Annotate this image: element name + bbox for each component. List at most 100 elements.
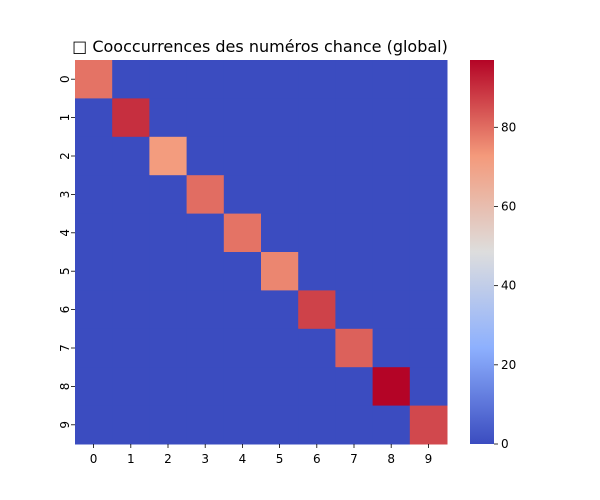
heatmap-cell — [261, 328, 299, 368]
heatmap-cell — [298, 252, 336, 291]
x-tick-label: 6 — [313, 452, 321, 466]
heatmap-cell — [112, 213, 150, 253]
heatmap-cell — [372, 405, 411, 445]
heatmap-cell — [261, 175, 299, 215]
y-tick-label: 3 — [58, 191, 72, 199]
heatmap-cell — [223, 328, 262, 368]
heatmap-cell — [261, 213, 299, 253]
heatmap-cell — [75, 290, 113, 330]
colorbar-ticks: 0 20 40 60 80 — [494, 120, 516, 451]
heatmap-cell — [186, 252, 225, 291]
heatmap-cell — [298, 405, 336, 445]
heatmap-cell — [335, 328, 374, 368]
heatmap-cell — [75, 328, 113, 368]
heatmap-cell — [149, 328, 188, 368]
heatmap-cell — [149, 213, 188, 253]
heatmap-cell — [186, 175, 225, 215]
heatmap-cell — [112, 252, 150, 291]
heatmap-cell — [298, 175, 336, 215]
heatmap-cell — [186, 60, 225, 99]
colorbar-tick-label: 20 — [501, 358, 516, 372]
heatmap-cell — [186, 290, 225, 330]
heatmap-cell — [372, 290, 411, 330]
heatmap-cell — [75, 175, 113, 215]
heatmap-cell — [372, 367, 411, 407]
y-tick-label: 0 — [58, 75, 72, 83]
heatmap-cell — [335, 175, 374, 215]
heatmap-cell — [298, 213, 336, 253]
heatmap-cell — [409, 290, 448, 330]
y-tick-label: 8 — [58, 383, 72, 391]
heatmap-cell — [223, 252, 262, 291]
heatmap-cell — [372, 136, 411, 176]
heatmap-cell — [75, 405, 113, 445]
heatmap-cell — [75, 213, 113, 253]
heatmap-cell — [186, 405, 225, 445]
heatmap-cell — [298, 136, 336, 176]
heatmap-cell — [335, 290, 374, 330]
heatmap-cell — [335, 367, 374, 407]
heatmap-cell — [223, 405, 262, 445]
heatmap-cell — [409, 213, 448, 253]
x-tick-label: 2 — [164, 452, 172, 466]
x-axis-ticks: 0 1 2 3 4 5 6 7 8 9 — [90, 444, 432, 466]
heatmap-cell — [409, 328, 448, 368]
heatmap-cell — [261, 136, 299, 176]
heatmap-cell — [335, 60, 374, 99]
heatmap-cell — [261, 252, 299, 291]
heatmap-cell — [409, 405, 448, 445]
heatmap-cells — [75, 60, 448, 445]
y-tick-label: 6 — [58, 306, 72, 314]
heatmap-cell — [112, 98, 150, 138]
heatmap-cell — [149, 367, 188, 407]
colorbar-tick-label: 60 — [501, 199, 516, 213]
x-tick-label: 1 — [127, 452, 135, 466]
heatmap-cell — [75, 136, 113, 176]
y-axis-ticks: 0 1 2 3 4 5 6 7 8 9 — [58, 75, 75, 429]
heatmap-cell — [149, 405, 188, 445]
heatmap-cell — [298, 290, 336, 330]
y-tick-label: 4 — [58, 229, 72, 237]
heatmap-cell — [149, 98, 188, 138]
heatmap-cell — [112, 367, 150, 407]
x-tick-label: 7 — [350, 452, 358, 466]
heatmap-cell — [372, 328, 411, 368]
heatmap-cell — [149, 175, 188, 215]
colorbar-scale — [470, 60, 494, 444]
heatmap-cell — [372, 252, 411, 291]
heatmap-cell — [335, 98, 374, 138]
heatmap-cell — [409, 98, 448, 138]
heatmap-cell — [75, 60, 113, 99]
heatmap-cell — [372, 98, 411, 138]
heatmap-cell — [298, 367, 336, 407]
y-tick-label: 2 — [58, 152, 72, 160]
heatmap-cell — [261, 367, 299, 407]
heatmap-cell — [298, 328, 336, 368]
heatmap-cell — [335, 405, 374, 445]
y-tick-label: 1 — [58, 114, 72, 122]
heatmap-cell — [372, 175, 411, 215]
heatmap-cell — [149, 136, 188, 176]
heatmap-cell — [75, 98, 113, 138]
heatmap-cell — [261, 290, 299, 330]
x-tick-label: 9 — [425, 452, 433, 466]
heatmap-cell — [112, 60, 150, 99]
heatmap-cell — [149, 60, 188, 99]
x-tick-label: 8 — [387, 452, 395, 466]
heatmap-cell — [409, 60, 448, 99]
heatmap-cell — [186, 136, 225, 176]
colorbar-tick-label: 0 — [501, 437, 509, 451]
y-tick-label: 5 — [58, 267, 72, 275]
heatmap-cell — [223, 60, 262, 99]
y-tick-label: 9 — [58, 421, 72, 429]
heatmap-cell — [75, 252, 113, 291]
heatmap-cell — [186, 213, 225, 253]
heatmap-cell — [75, 367, 113, 407]
heatmap-cell — [186, 367, 225, 407]
heatmap-cell — [409, 252, 448, 291]
heatmap-cell — [112, 405, 150, 445]
heatmap-cell — [112, 175, 150, 215]
heatmap-cell — [372, 60, 411, 99]
heatmap-cell — [372, 213, 411, 253]
